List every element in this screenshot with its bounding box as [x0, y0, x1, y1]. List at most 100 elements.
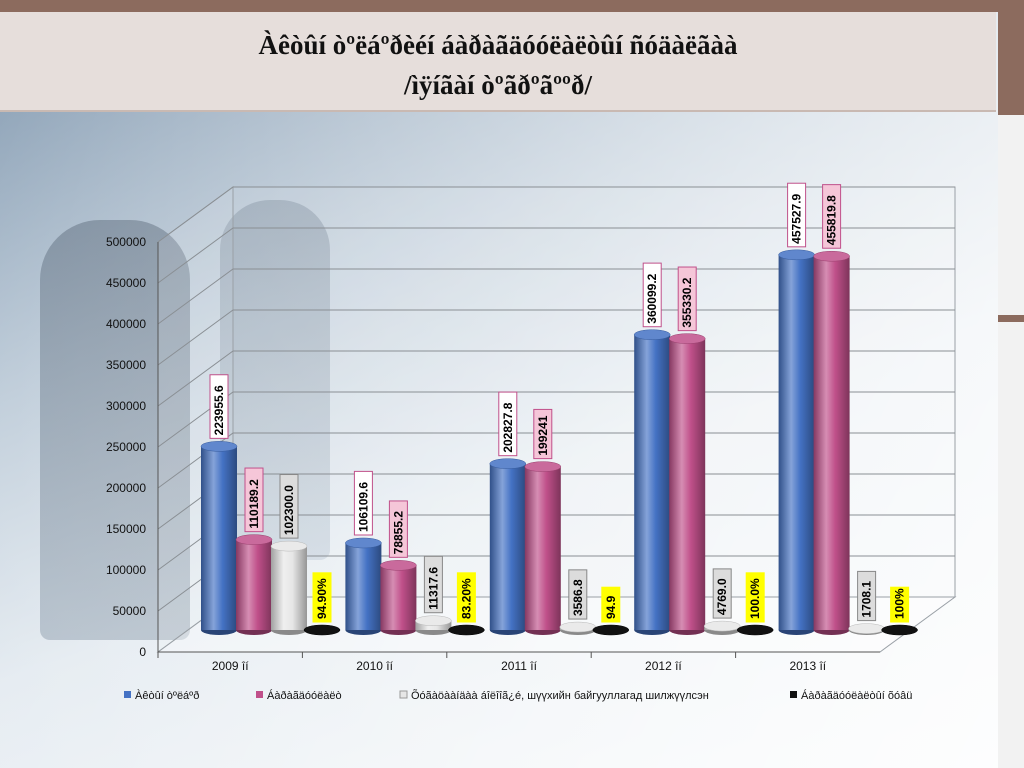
data-label-box — [456, 572, 476, 623]
data-label-text: 83.20% — [459, 578, 473, 619]
data-label-text: 94.90% — [315, 578, 329, 619]
data-label-box — [712, 568, 732, 619]
gridline — [157, 432, 955, 489]
data-label-text: 223955.6 — [212, 385, 226, 435]
data-label-text: 4769.0 — [715, 578, 729, 615]
bar — [235, 534, 273, 635]
data-label: 355330.2 — [677, 266, 697, 332]
data-label: 102300.0 — [279, 474, 299, 539]
bar — [778, 249, 815, 635]
data-label: 100% — [890, 586, 910, 623]
bar-body — [634, 334, 671, 630]
legend-label: Àêòûí òºëáºð — [135, 689, 199, 702]
bar-body — [813, 256, 850, 630]
data-label-text: 100% — [893, 588, 907, 619]
bar-top — [415, 615, 452, 626]
data-label: 106109.6 — [353, 470, 373, 536]
data-label: 457527.9 — [787, 182, 807, 248]
legend: Àêòûí òºëáºð Áàðàãäóóëàëò Õóãàöààíäàà áîëî… — [124, 689, 912, 702]
data-label-text: 360099.2 — [645, 273, 659, 323]
bar-disc — [448, 624, 485, 636]
title-box: Àêòûí òºëáºðèéí áàðàãäóóëàëòûí ñóäàëãàà … — [0, 12, 996, 112]
data-label-text: 1708.1 — [860, 581, 874, 618]
x-tick-label: 2012 îí — [645, 659, 682, 673]
data-label: 3586.8 — [568, 569, 588, 620]
right-accent-panel — [998, 115, 1024, 315]
y-tick-label: 400000 — [106, 317, 146, 331]
bar-body — [778, 254, 815, 630]
bar-body — [489, 463, 526, 630]
data-label-box — [890, 586, 910, 623]
legend-swatch — [790, 691, 797, 698]
slide-title: Àêòûí òºëáºðèéí áàðàãäóóëàëòûí ñóäàëãàà — [258, 30, 738, 60]
data-label: 199241 — [533, 408, 553, 460]
data-label-text: 100.0% — [748, 578, 762, 619]
bar-top — [524, 461, 562, 472]
data-label: 110189.2 — [244, 467, 264, 533]
data-label: 223955.6 — [209, 374, 229, 439]
right-accent-panel — [998, 322, 1024, 768]
legend-item: Áàðàãäóóëàëò — [256, 689, 342, 702]
bar-body — [669, 338, 706, 630]
background-photo-figure — [40, 220, 190, 640]
data-label-box — [423, 555, 443, 614]
data-label-box — [857, 570, 877, 622]
data-label-text: 102300.0 — [282, 485, 296, 535]
legend-swatch — [256, 691, 263, 698]
gridline — [157, 391, 955, 448]
legend-item: Áàðàãäóóëàëòûí õóâü — [790, 689, 912, 702]
bar — [592, 624, 630, 636]
background-photo-figure — [220, 200, 330, 560]
y-tick-label: 350000 — [106, 358, 146, 372]
data-label-box — [642, 262, 662, 328]
x-tick-label: 2009 îí — [212, 659, 249, 673]
legend-item: Àêòûí òºëáºð — [124, 689, 199, 702]
bar-disc — [592, 624, 630, 636]
y-tick-label: 150000 — [106, 522, 146, 536]
bar — [200, 441, 238, 635]
data-label: 83.20% — [456, 572, 476, 623]
bar — [303, 624, 341, 636]
data-label: 94.9 — [601, 586, 621, 623]
bar — [633, 329, 671, 635]
slide-subtitle: /ìÿíãàí òºãðºãººð/ — [404, 70, 592, 100]
gridline — [157, 309, 955, 366]
bar-top — [345, 537, 382, 549]
bar — [813, 250, 850, 635]
data-label-text: 355330.2 — [680, 277, 694, 327]
y-tick-label: 500000 — [106, 235, 146, 249]
bar-disc — [303, 624, 341, 636]
y-tick-label: 450000 — [106, 276, 146, 290]
bar — [345, 537, 382, 635]
data-label-text: 455819.8 — [825, 195, 839, 245]
y-tick-label: 250000 — [106, 440, 146, 454]
bar-top — [813, 250, 850, 262]
right-accent-strip — [998, 12, 1024, 768]
gridline — [157, 227, 955, 284]
data-label-box — [568, 569, 588, 620]
bar — [736, 624, 774, 636]
data-label-text: 106109.6 — [356, 482, 370, 532]
bar-body — [201, 446, 237, 630]
data-label: 100.0% — [745, 572, 765, 623]
data-label: 4769.0 — [712, 568, 732, 619]
data-label: 360099.2 — [642, 262, 662, 328]
bar-top — [633, 329, 671, 340]
bar — [881, 624, 918, 636]
data-label-text: 110189.2 — [247, 479, 261, 529]
bar-body — [271, 546, 307, 630]
gridline — [157, 186, 955, 243]
data-label: 11317.6 — [423, 555, 443, 614]
legend-item: Õóãàöààíäàà áîëîîã¿é, шүүхийн байгууллаг… — [399, 689, 709, 702]
y-tick-label: 200000 — [106, 481, 146, 495]
data-label-box — [353, 470, 373, 536]
data-label-box — [388, 500, 408, 558]
data-label-box — [312, 572, 332, 623]
data-label-box — [279, 474, 299, 539]
data-label-text: 199241 — [536, 415, 550, 455]
data-label-text: 3586.8 — [571, 579, 585, 616]
bar-top — [668, 333, 706, 344]
bar-top — [559, 621, 597, 633]
bar — [848, 623, 885, 635]
